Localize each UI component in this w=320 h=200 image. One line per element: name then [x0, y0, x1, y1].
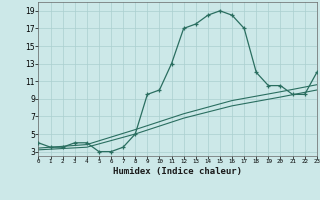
- X-axis label: Humidex (Indice chaleur): Humidex (Indice chaleur): [113, 167, 242, 176]
